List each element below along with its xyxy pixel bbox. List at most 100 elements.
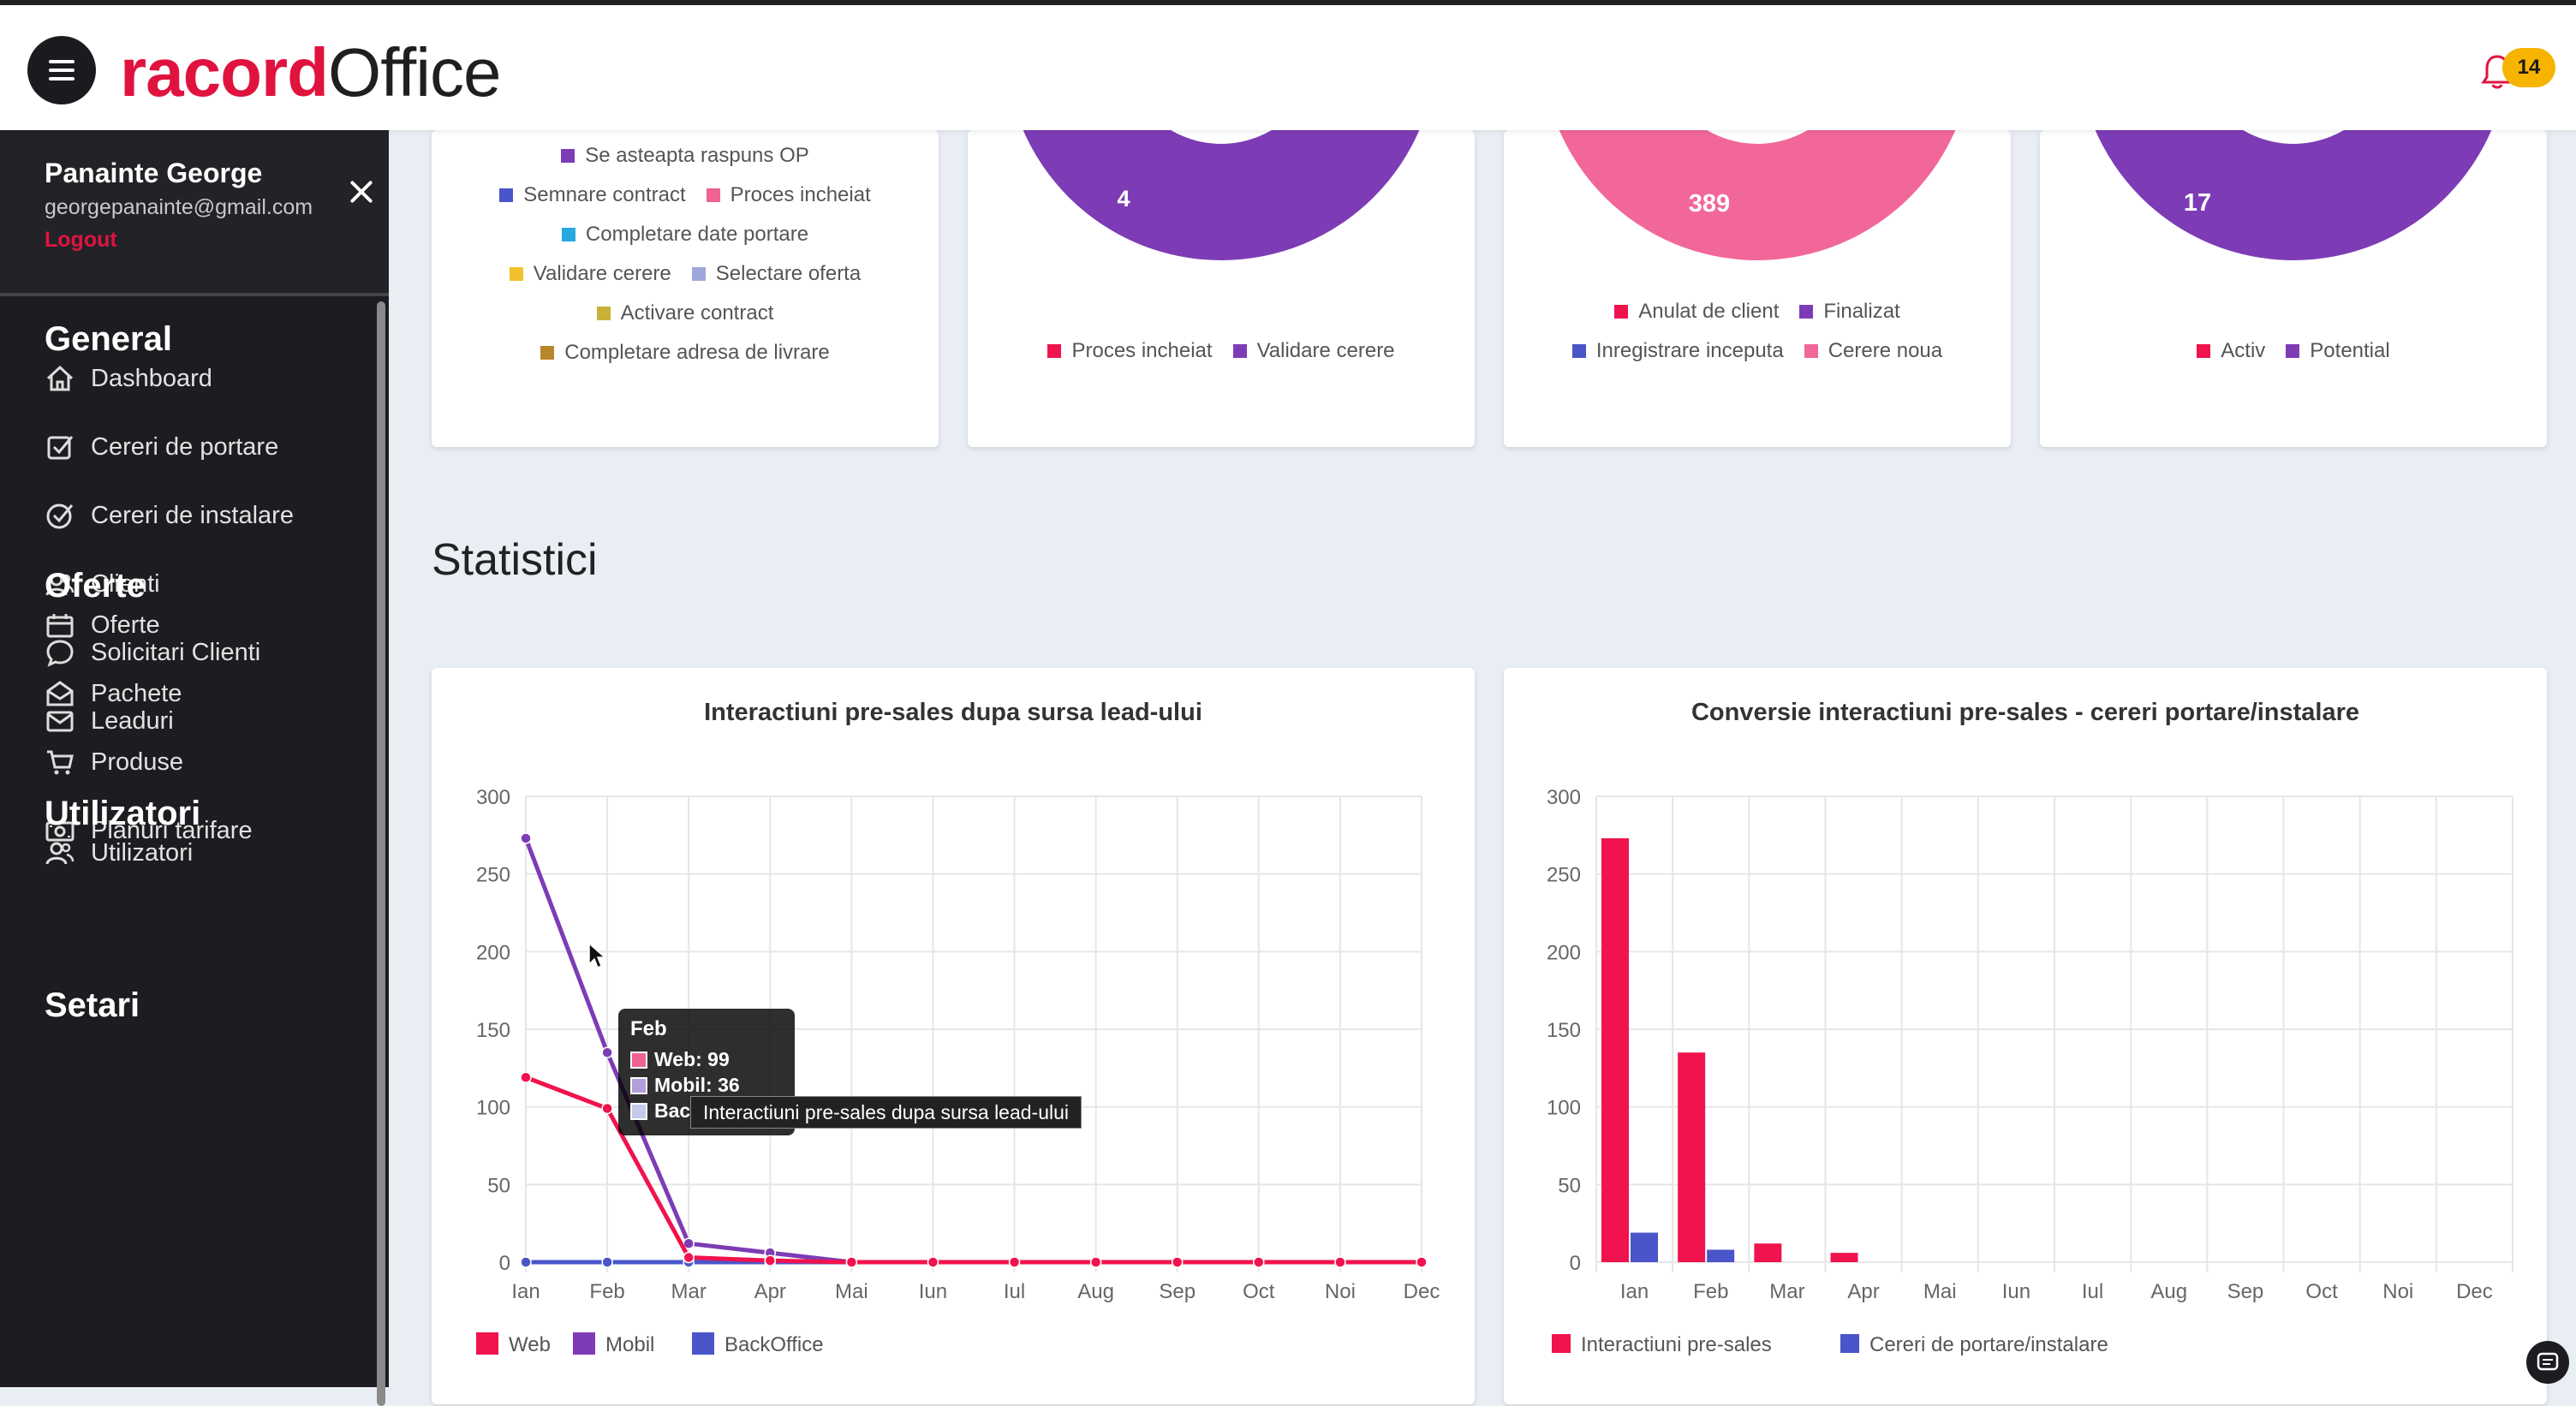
legend-label: Cereri de portare/instalare bbox=[1869, 1333, 2108, 1356]
data-point[interactable] bbox=[764, 1254, 777, 1266]
data-point[interactable] bbox=[1334, 1256, 1346, 1268]
users-icon bbox=[45, 842, 75, 865]
data-point[interactable] bbox=[520, 1256, 532, 1268]
data-point[interactable] bbox=[683, 1237, 695, 1249]
x-tick-label: Iul bbox=[2082, 1280, 2103, 1303]
floating-help-button[interactable] bbox=[2526, 1341, 2569, 1384]
x-tick-label: Mar bbox=[1769, 1280, 1804, 1303]
legend-swatch bbox=[2286, 344, 2300, 358]
data-point[interactable] bbox=[1008, 1256, 1021, 1268]
donut-arc[interactable] bbox=[1005, 130, 1437, 260]
sidebar-item-solicitari-clienti[interactable]: Solicitari Clienti bbox=[45, 629, 260, 676]
data-point[interactable] bbox=[1253, 1256, 1265, 1268]
bar[interactable] bbox=[1678, 1052, 1706, 1262]
legend-item[interactable]: Interactiuni pre-sales bbox=[1552, 1333, 1772, 1356]
x-tick-label: Mar bbox=[671, 1280, 707, 1303]
series-line-web[interactable] bbox=[525, 1075, 1422, 1265]
close-icon[interactable] bbox=[344, 175, 379, 209]
sidebar-item-planuri-tarifare[interactable]: Planuri tarifare bbox=[45, 807, 253, 855]
legend-swatch bbox=[1232, 344, 1247, 358]
legend-item[interactable]: Proces incheiat bbox=[1047, 339, 1213, 363]
legend-item[interactable]: Activare contract bbox=[596, 301, 773, 325]
chart-title: Conversie interactiuni pre-sales - cerer… bbox=[1690, 699, 2360, 726]
x-tick-label: Iun bbox=[919, 1280, 947, 1303]
legend-item[interactable]: Potential bbox=[2286, 339, 2390, 363]
legend-row: Activare contract bbox=[432, 301, 939, 325]
data-point[interactable] bbox=[927, 1256, 939, 1268]
data-point[interactable] bbox=[520, 832, 532, 844]
y-tick-label: 100 bbox=[1547, 1097, 1581, 1120]
data-point[interactable] bbox=[601, 1102, 613, 1115]
line-chart[interactable]: 0 50 100 150 200 250 300 Ian Feb Mar Apr Mai Iun Iul A… bbox=[432, 668, 1475, 1404]
bar-chart-card: Conversie interactiuni pre-sales - cerer… bbox=[1504, 668, 2547, 1404]
legend-label: BackOffice bbox=[724, 1333, 824, 1356]
sidebar-scrollbar[interactable] bbox=[377, 301, 385, 1406]
bar[interactable] bbox=[1707, 1249, 1735, 1262]
sidebar-item-cereri-de-portare[interactable]: Cereri de portare bbox=[45, 423, 278, 471]
legend-item[interactable]: Mobil bbox=[573, 1332, 654, 1356]
user-profile: Panainte George georgepanainte@gmail.com… bbox=[0, 130, 389, 296]
data-point[interactable] bbox=[683, 1251, 695, 1264]
legend-item[interactable]: Cereri de portare/instalare bbox=[1840, 1333, 2108, 1356]
data-point[interactable] bbox=[845, 1256, 858, 1268]
legend-item[interactable]: Validare cerere bbox=[1232, 339, 1395, 363]
legend-swatch bbox=[1047, 344, 1062, 358]
legend-item[interactable]: Completare adresa de livrare bbox=[540, 341, 830, 365]
data-point[interactable] bbox=[601, 1256, 613, 1268]
legend-item[interactable]: Validare cerere bbox=[509, 262, 671, 286]
x-tick-label: Ian bbox=[511, 1280, 540, 1303]
donut-arc[interactable] bbox=[1541, 130, 1973, 260]
legend-item[interactable]: Finalizat bbox=[1799, 300, 1900, 324]
y-tick-label: 200 bbox=[1547, 941, 1581, 964]
legend-item[interactable]: Semnare contract bbox=[499, 183, 686, 207]
legend-item[interactable]: Inregistrare inceputa bbox=[1571, 339, 1784, 363]
data-point[interactable] bbox=[1089, 1256, 1102, 1268]
bar-chart[interactable]: 0 50 100 150 200 250 300 Ian Feb Mar Apr Mai Iun Iul A… bbox=[1504, 668, 2547, 1404]
envelope-icon bbox=[46, 711, 74, 732]
sidebar-item-produse[interactable]: Produse bbox=[45, 738, 183, 786]
tooltip-row: Bac bbox=[630, 1099, 690, 1123]
sidebar-item-utilizatori[interactable]: Utilizatori bbox=[45, 829, 193, 877]
sidebar-item-leaduri[interactable]: Leaduri bbox=[45, 697, 174, 745]
sidebar-item-label: Dashboard bbox=[91, 364, 212, 392]
notification-badge[interactable]: 14 bbox=[2502, 48, 2555, 87]
tooltip-row: Mobil: 36 bbox=[630, 1074, 740, 1097]
data-point[interactable] bbox=[1171, 1256, 1184, 1268]
legend-row: Activ Potential bbox=[2040, 339, 2547, 363]
sidebar-item-oferte[interactable]: Oferte bbox=[45, 601, 160, 649]
donut-card-leaduri: 389 Anulat de client Finalizat Inregistrar… bbox=[1504, 130, 2011, 447]
legend-item[interactable]: BackOffice bbox=[692, 1332, 824, 1356]
top-bar: racordOffice 14 bbox=[0, 0, 2576, 130]
sidebar-item-pachete[interactable]: Pachete bbox=[45, 670, 182, 718]
legend-label: Proces incheiat bbox=[730, 183, 871, 206]
sidebar-item-cereri-de-instalare[interactable]: Cereri de instalare bbox=[45, 492, 294, 539]
sidebar-item-label: Cereri de instalare bbox=[91, 501, 294, 529]
sidebar-item-clienti[interactable]: Clienti bbox=[45, 560, 160, 608]
legend-item[interactable]: Completare date portare bbox=[561, 223, 809, 247]
legend-swatch bbox=[1614, 305, 1629, 319]
legend-item[interactable]: Web bbox=[476, 1332, 551, 1356]
data-point[interactable] bbox=[520, 1071, 532, 1083]
bar[interactable] bbox=[1830, 1253, 1858, 1262]
legend-item[interactable]: Cerere noua bbox=[1804, 339, 1942, 363]
sidebar-item-dashboard[interactable]: Dashboard bbox=[45, 354, 212, 402]
bar[interactable] bbox=[1754, 1243, 1782, 1262]
donut-arc[interactable] bbox=[2078, 130, 2509, 260]
data-point[interactable] bbox=[1416, 1256, 1428, 1268]
bar[interactable] bbox=[1601, 837, 1629, 1262]
legend-item[interactable]: Proces incheiat bbox=[706, 183, 871, 207]
sidebar-item-label: Pachete bbox=[91, 679, 182, 707]
logout-link[interactable]: Logout bbox=[45, 228, 117, 252]
legend-item[interactable]: Se asteapta raspuns OP bbox=[561, 144, 809, 168]
legend-label: Completare date portare bbox=[585, 223, 809, 246]
app-logo[interactable]: racordOffice bbox=[120, 34, 501, 111]
menu-button[interactable] bbox=[27, 36, 96, 104]
y-tick-label: 300 bbox=[1547, 786, 1581, 809]
data-point[interactable] bbox=[601, 1046, 613, 1058]
sidebar-item-label: Leaduri bbox=[91, 706, 174, 735]
bar[interactable] bbox=[1631, 1232, 1658, 1262]
hover-title-label: Interactiuni pre-sales dupa sursa lead-u… bbox=[690, 1096, 1082, 1129]
legend-item[interactable]: Activ bbox=[2197, 339, 2265, 363]
legend-item[interactable]: Anulat de client bbox=[1614, 300, 1779, 324]
legend-item[interactable]: Selectare oferta bbox=[691, 262, 861, 286]
